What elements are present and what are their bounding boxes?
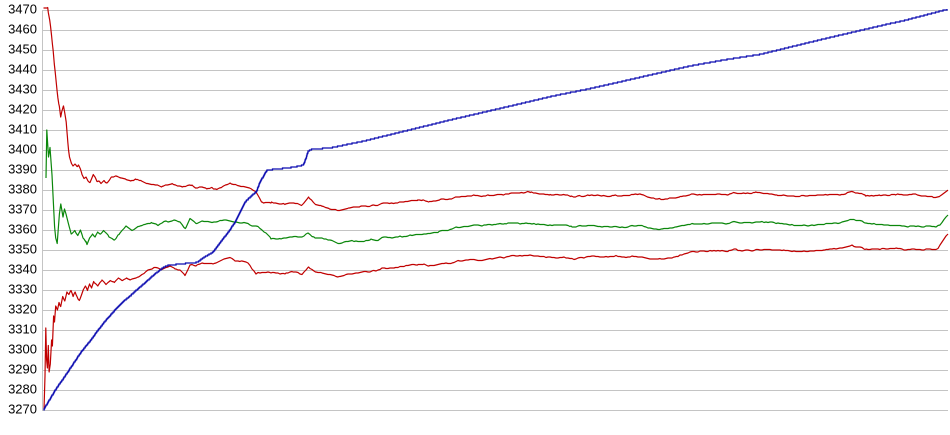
svg-text:3450: 3450 xyxy=(8,42,37,57)
svg-text:3330: 3330 xyxy=(8,282,37,297)
svg-text:3280: 3280 xyxy=(8,382,37,397)
svg-text:3310: 3310 xyxy=(8,322,37,337)
svg-text:3300: 3300 xyxy=(8,342,37,357)
svg-text:3290: 3290 xyxy=(8,362,37,377)
svg-text:3400: 3400 xyxy=(8,142,37,157)
svg-text:3410: 3410 xyxy=(8,122,37,137)
svg-text:3470: 3470 xyxy=(8,2,37,17)
svg-text:3380: 3380 xyxy=(8,182,37,197)
svg-text:3440: 3440 xyxy=(8,62,37,77)
svg-text:3390: 3390 xyxy=(8,162,37,177)
svg-text:3430: 3430 xyxy=(8,82,37,97)
svg-text:3320: 3320 xyxy=(8,302,37,317)
svg-text:3460: 3460 xyxy=(8,22,37,37)
svg-text:3370: 3370 xyxy=(8,202,37,217)
svg-text:3350: 3350 xyxy=(8,242,37,257)
svg-text:3270: 3270 xyxy=(8,402,37,417)
svg-text:3420: 3420 xyxy=(8,102,37,117)
svg-text:3340: 3340 xyxy=(8,262,37,277)
svg-text:3360: 3360 xyxy=(8,222,37,237)
